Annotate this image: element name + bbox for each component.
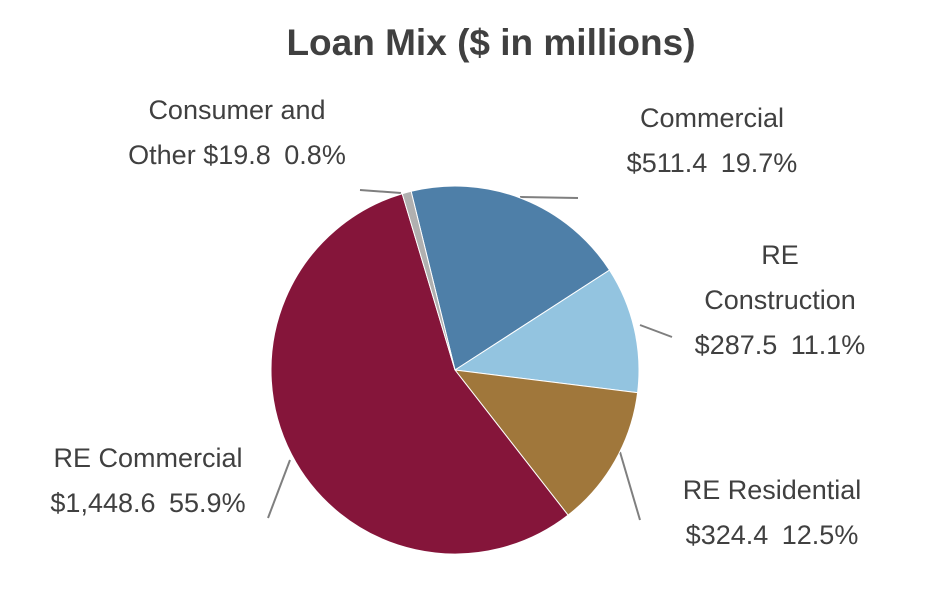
category-label: RE Construction (704, 240, 856, 315)
category-label: Commercial (639, 103, 785, 133)
amount-label: $19.8 (203, 140, 271, 170)
leader-line (639, 324, 673, 338)
pie-slice (410, 185, 611, 371)
category-label: RE Commercial (53, 443, 243, 473)
category-label: RE Residential (682, 475, 862, 505)
data-label: RE Commercial $1,448.6 55.9% (8, 436, 288, 526)
leader-line (519, 196, 579, 199)
data-label: Consumer and Other $19.8 0.8% (117, 88, 357, 178)
percent-label: 55.9% (169, 488, 246, 518)
percent-label: 19.7% (720, 148, 798, 178)
amount-label: $511.4 (626, 148, 708, 178)
data-label: RE Residential $324.4 12.5% (642, 468, 902, 558)
value-group: $511.4 19.7% (582, 141, 842, 186)
leader-lines (267, 189, 673, 521)
amount-label: $324.4 (685, 520, 769, 550)
amount-label: $1,448.6 (50, 488, 156, 518)
chart-title: Loan Mix ($ in millions) (286, 22, 696, 63)
pie-slice (453, 369, 639, 516)
value-group: $1,448.6 55.9% (8, 481, 288, 526)
percent-label: 0.8% (284, 140, 346, 170)
pie-slice (270, 193, 569, 555)
pie-slice (453, 269, 640, 394)
data-label: Commercial $511.4 19.7% (582, 96, 842, 186)
percent-label: 11.1% (790, 330, 866, 360)
percent-label: 12.5% (781, 520, 859, 550)
data-label: RE Construction $287.5 11.1% (688, 233, 873, 368)
pie-slice (401, 190, 456, 371)
value-group: $324.4 12.5% (642, 513, 902, 558)
leader-line (619, 451, 641, 521)
category-label: Consumer and Other (128, 95, 326, 170)
value-group: $19.8 0.8% (203, 140, 346, 170)
leader-line (267, 459, 291, 519)
amount-label: $287.5 (694, 330, 778, 360)
value-group: $287.5 11.1% (688, 323, 873, 368)
leader-line (359, 189, 402, 194)
